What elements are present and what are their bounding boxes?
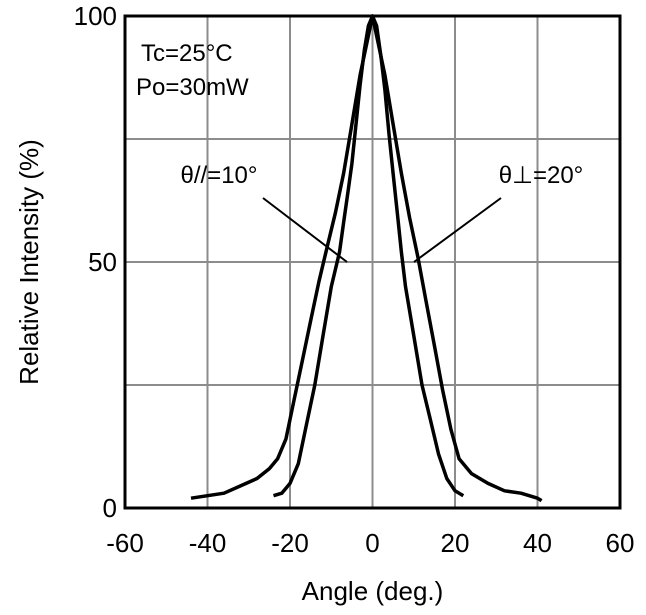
- parallel-leader-line: [262, 197, 348, 263]
- y-tick-label: 50: [88, 247, 117, 277]
- plot-frame: [123, 14, 622, 510]
- x-tick-label: 20: [441, 528, 470, 558]
- annotation-leaders: [262, 197, 502, 263]
- series-line-parallel: [272, 14, 465, 498]
- grid: [125, 16, 620, 508]
- tick-labels: -60 -40 -20 0 20 40 60 0 50 100: [74, 1, 635, 558]
- x-tick-label: 40: [523, 528, 552, 558]
- perpendicular-angle-label: θ⊥=20°: [499, 162, 584, 189]
- perpendicular-leader-line: [413, 197, 502, 263]
- y-tick-label: 0: [103, 493, 117, 523]
- series-line-perpendicular: [190, 14, 543, 503]
- y-tick-label: 100: [74, 1, 117, 31]
- condition-power: Po=30mW: [136, 74, 249, 101]
- y-axis-label: Relative Intensity (%): [14, 139, 44, 385]
- x-tick-label: 60: [606, 528, 635, 558]
- x-tick-label: -20: [271, 528, 309, 558]
- parallel-angle-label: θ//=10°: [181, 162, 258, 189]
- condition-temperature: Tc=25°C: [141, 40, 233, 67]
- series-layer: [190, 14, 543, 503]
- x-axis-label: Angle (deg.): [302, 576, 444, 606]
- x-tick-label: 0: [365, 528, 379, 558]
- x-tick-label: -60: [106, 528, 144, 558]
- x-tick-label: -40: [189, 528, 227, 558]
